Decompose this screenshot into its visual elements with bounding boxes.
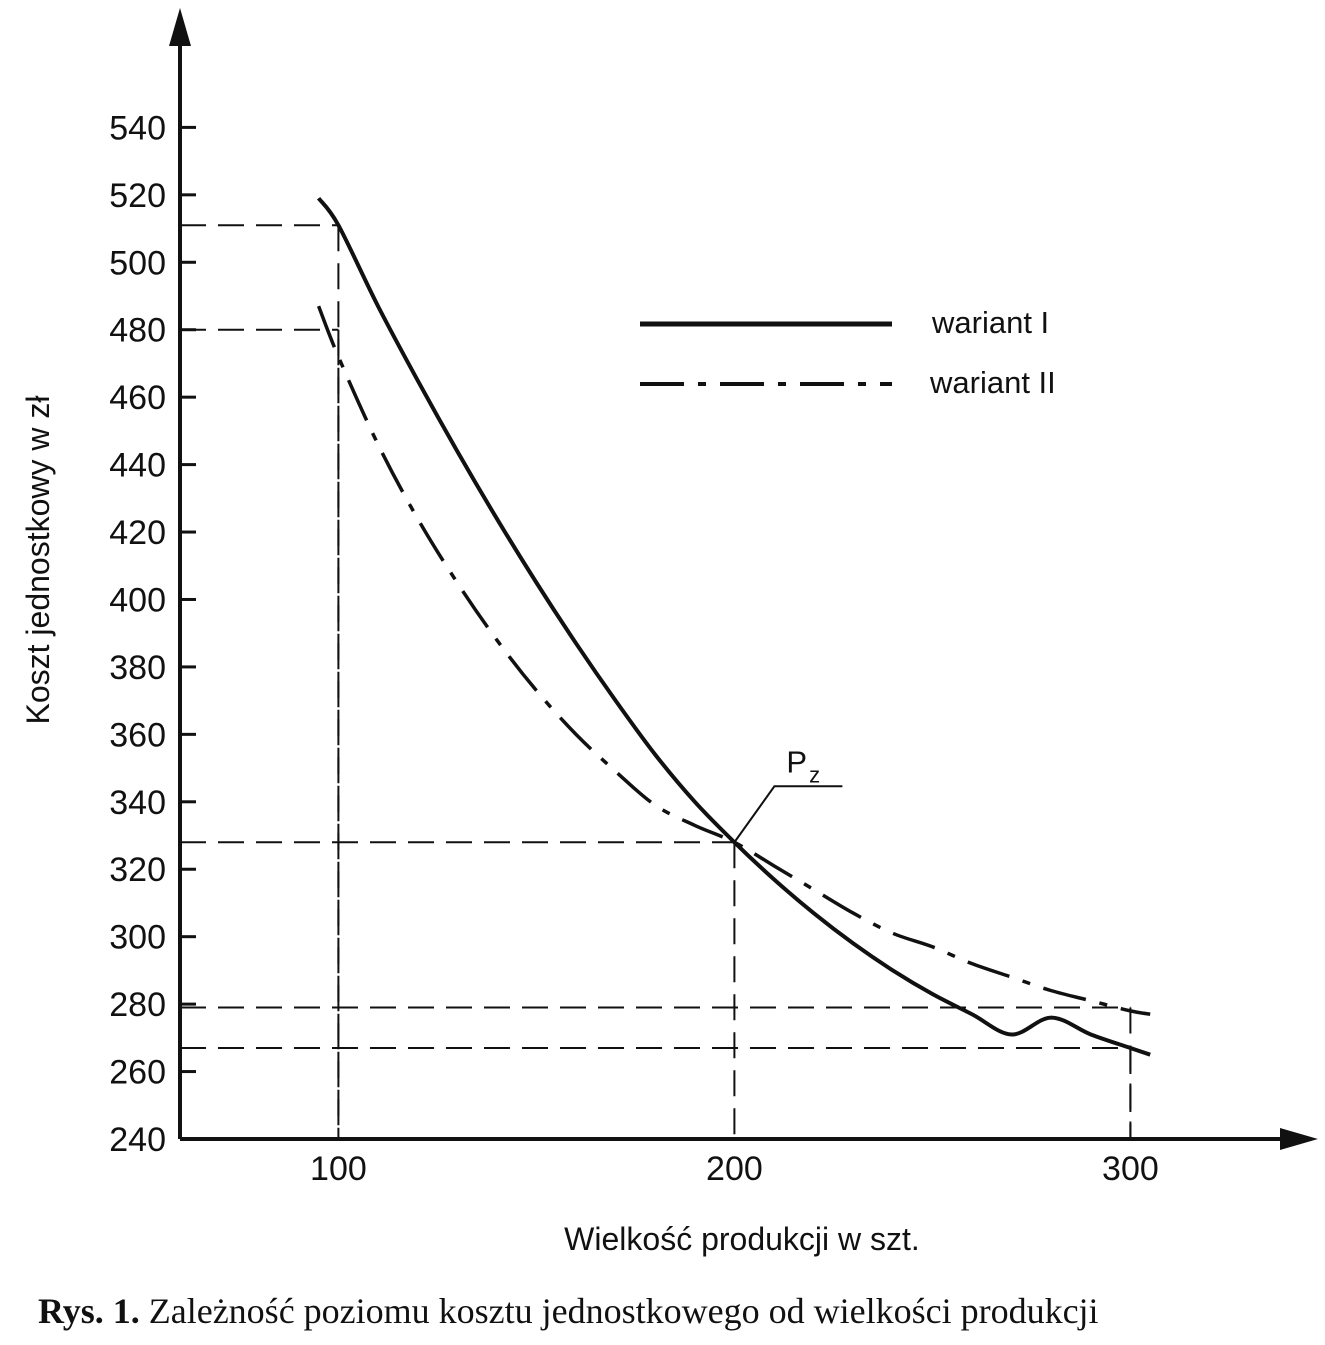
x-tick-label: 200 [706, 1150, 763, 1188]
y-tick-label: 260 [109, 1054, 166, 1092]
figure-caption: Rys. 1. Zależność poziomu kosztu jednost… [38, 1290, 1318, 1332]
x-axis-ticks: 100 200 300 [310, 1150, 1159, 1188]
y-tick-label: 280 [109, 986, 166, 1024]
pz-label-subscript: z [809, 762, 820, 787]
pz-label-main: P [786, 744, 807, 779]
caption-number: Rys. 1. [38, 1291, 140, 1331]
caption-text: Zależność poziomu kosztu jednostkowego o… [148, 1291, 1099, 1331]
series-line-1 [316, 196, 1151, 1057]
y-tick-label: 340 [109, 784, 166, 822]
y-tick-label: 440 [109, 447, 166, 485]
axes [169, 8, 1318, 1150]
y-axis-arrow [169, 8, 191, 46]
y-tick-label: 320 [109, 851, 166, 889]
series-line-2 [316, 305, 1151, 1016]
legend-label-wariant-1: wariant I [931, 305, 1049, 340]
pz-label: Pz [786, 744, 820, 787]
y-tick-label: 240 [109, 1121, 166, 1159]
y-tick-label: 400 [109, 581, 166, 619]
legend-label-wariant-2: wariant II [929, 365, 1056, 400]
reference-lines [180, 224, 1132, 1139]
series-layer [316, 196, 1151, 1057]
y-tick-label: 300 [109, 919, 166, 957]
y-tick-label: 380 [109, 649, 166, 687]
y-tick-label: 500 [109, 244, 166, 282]
chart-canvas: 240 260 280 300 320 340 360 380 400 420 440 460 480 5… [20, 8, 1318, 1257]
legend: wariant I wariant II [640, 305, 1056, 400]
y-tick-label: 360 [109, 716, 166, 754]
y-tick-label: 420 [109, 514, 166, 552]
y-tick-label: 540 [109, 109, 166, 147]
x-tick-label: 300 [1102, 1150, 1159, 1188]
y-tick-label: 480 [109, 312, 166, 350]
x-axis-arrow [1280, 1128, 1318, 1150]
x-tick-label: 100 [310, 1150, 367, 1188]
x-axis-title: Wielkość produkcji w szt. [564, 1221, 920, 1257]
y-tick-label: 520 [109, 177, 166, 215]
y-axis-title: Koszt jednostkowy w zł [20, 395, 56, 724]
y-axis-ticks: 240 260 280 300 320 340 360 380 400 420 440 460 480 5… [109, 109, 196, 1159]
y-tick-label: 460 [109, 379, 166, 417]
pz-annotation: Pz [733, 744, 843, 843]
pz-leader-line [733, 785, 843, 843]
